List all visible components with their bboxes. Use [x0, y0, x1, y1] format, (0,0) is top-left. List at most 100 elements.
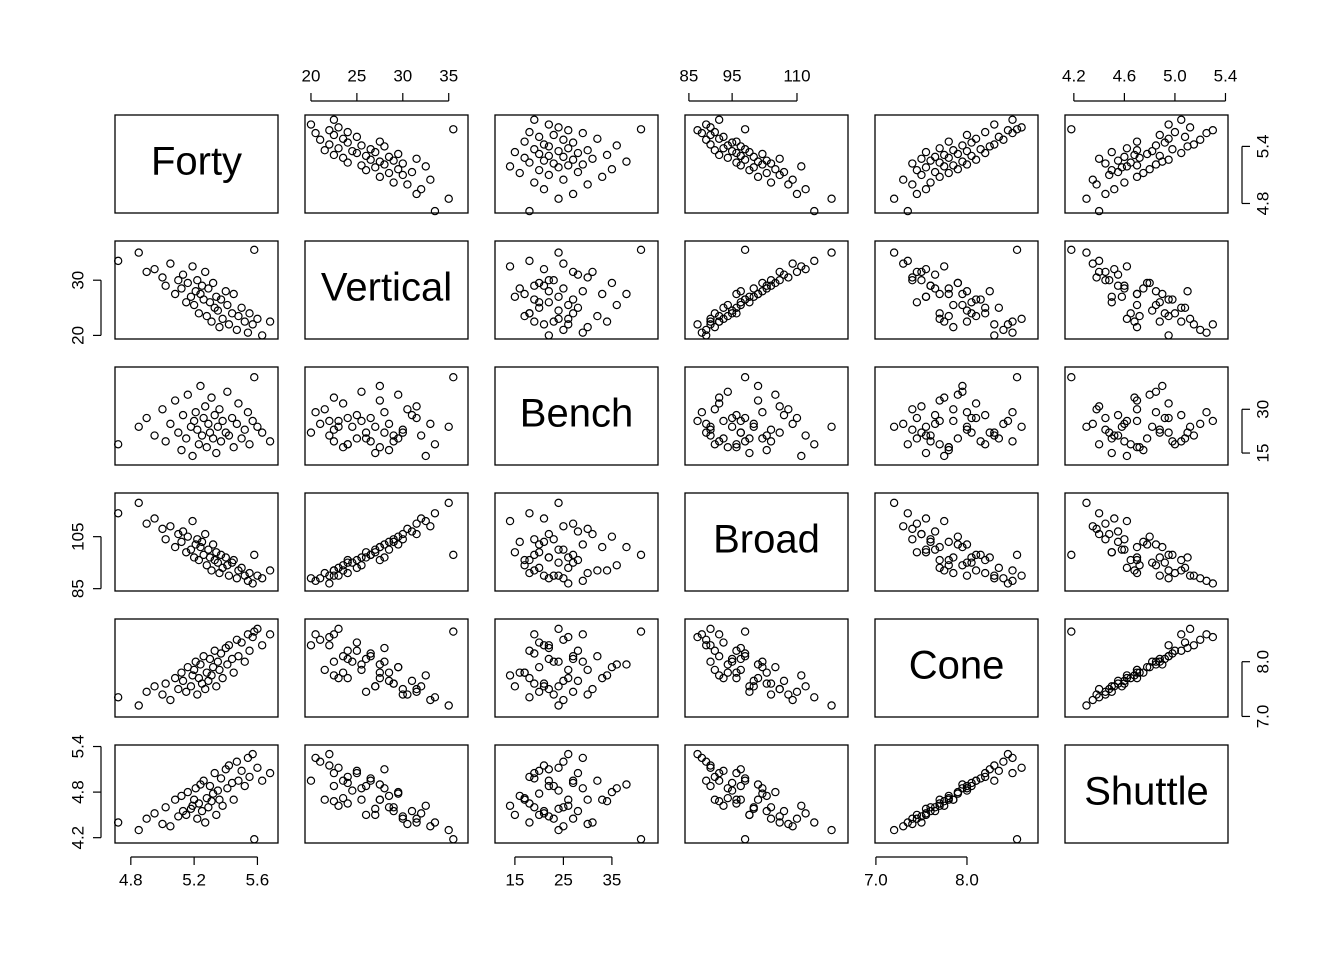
panel — [494, 744, 659, 844]
point — [554, 657, 563, 666]
point — [161, 281, 170, 290]
point — [1177, 566, 1186, 575]
panel — [684, 240, 849, 340]
point — [510, 147, 520, 157]
point — [380, 765, 389, 774]
point — [1082, 248, 1091, 257]
point — [366, 155, 375, 164]
x-tick-label: 20 — [302, 66, 321, 85]
point — [935, 172, 944, 182]
point — [142, 687, 151, 697]
point — [549, 159, 558, 168]
point — [559, 259, 568, 268]
point — [693, 632, 702, 642]
point — [1185, 314, 1195, 324]
point — [375, 542, 385, 552]
point — [1147, 422, 1157, 431]
point — [412, 519, 421, 528]
point — [714, 393, 724, 402]
point — [237, 766, 246, 776]
point — [1135, 561, 1144, 570]
y-tick-label: 7.0 — [1253, 705, 1272, 729]
point — [766, 281, 776, 290]
panel — [1064, 492, 1229, 592]
point — [1101, 425, 1110, 434]
point — [564, 795, 573, 804]
point — [398, 425, 407, 434]
point — [343, 413, 352, 423]
point — [227, 413, 237, 423]
point — [762, 156, 771, 165]
point — [899, 419, 908, 429]
point — [1008, 768, 1017, 778]
point — [559, 284, 568, 293]
point — [1105, 529, 1114, 539]
point — [889, 825, 899, 835]
point — [583, 819, 592, 829]
point — [216, 437, 226, 446]
point — [740, 413, 750, 423]
point — [962, 422, 972, 431]
point — [967, 413, 976, 423]
point — [343, 555, 352, 565]
point — [1101, 535, 1110, 544]
point — [218, 563, 227, 573]
point — [736, 765, 745, 774]
point — [701, 419, 711, 429]
point — [177, 445, 186, 455]
point — [380, 408, 389, 417]
point — [380, 643, 389, 653]
point — [177, 284, 186, 293]
point — [797, 451, 806, 461]
point — [1164, 550, 1173, 560]
point — [912, 189, 922, 199]
point — [398, 690, 407, 699]
point — [706, 624, 715, 634]
point — [1003, 320, 1013, 329]
point — [371, 545, 380, 554]
point — [170, 396, 180, 405]
point — [334, 624, 343, 634]
point — [530, 535, 539, 544]
point — [607, 165, 617, 174]
point — [559, 545, 568, 554]
point — [525, 693, 534, 702]
point — [903, 509, 912, 518]
point — [223, 784, 232, 793]
point — [1164, 413, 1173, 423]
point — [510, 292, 520, 301]
point — [234, 776, 243, 785]
point — [525, 772, 534, 782]
point — [166, 822, 175, 831]
point — [1113, 537, 1123, 547]
point — [1094, 267, 1104, 277]
point — [191, 287, 200, 296]
point — [697, 328, 707, 337]
point — [967, 298, 976, 307]
point — [520, 555, 529, 565]
x-tick-label: 85 — [679, 66, 698, 85]
point — [985, 142, 994, 151]
point — [166, 259, 175, 268]
point — [412, 189, 421, 199]
point — [113, 693, 123, 702]
point — [366, 649, 375, 658]
point — [325, 632, 334, 642]
point — [142, 267, 151, 277]
point — [962, 781, 972, 791]
point — [240, 317, 249, 326]
point — [740, 835, 750, 844]
point — [403, 819, 412, 829]
point — [622, 660, 631, 669]
point — [338, 153, 348, 163]
point — [544, 553, 554, 562]
point — [559, 574, 568, 583]
point — [1142, 540, 1152, 549]
y-tick-label: 4.8 — [68, 780, 87, 804]
point — [371, 548, 380, 557]
point — [962, 540, 972, 549]
point — [766, 178, 776, 187]
point — [224, 320, 234, 329]
point — [534, 149, 544, 159]
point — [315, 419, 325, 429]
